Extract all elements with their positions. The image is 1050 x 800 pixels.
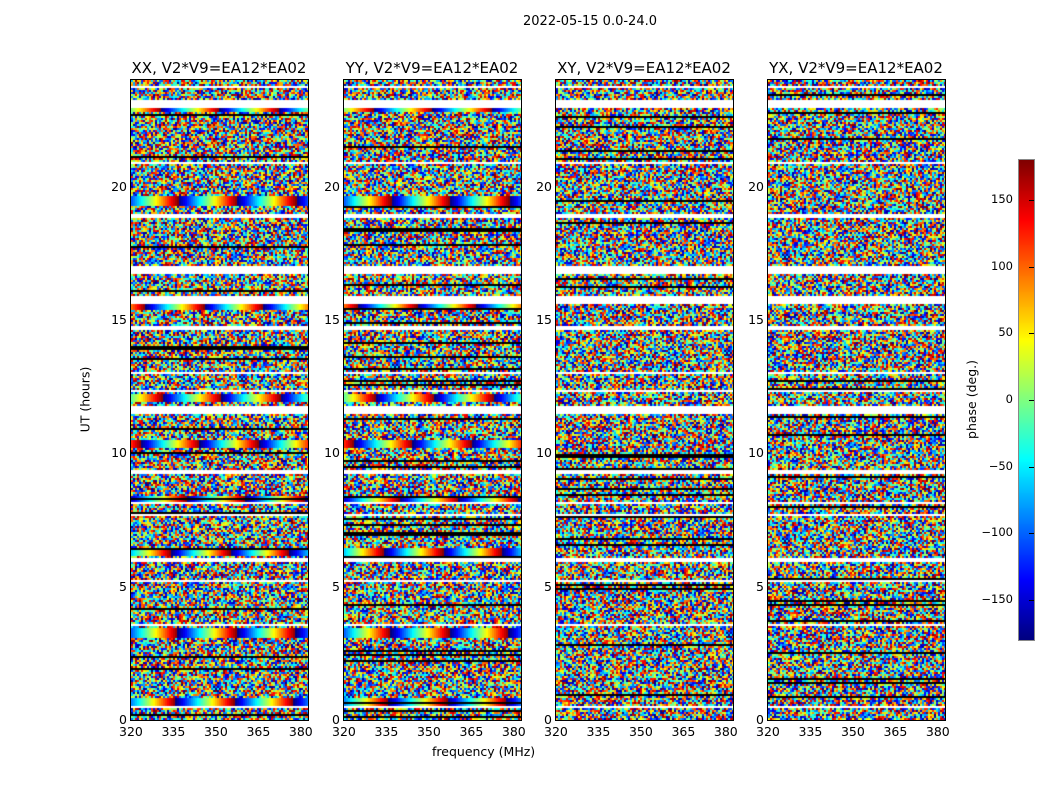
x-tick-label: 350 xyxy=(203,724,228,739)
colorbar-tick xyxy=(1029,466,1034,468)
y-tick-label: 20 xyxy=(111,178,127,194)
y-tick-label: 0 xyxy=(756,712,764,727)
colorbar-tick xyxy=(1029,600,1034,601)
x-tick-label: 380 xyxy=(501,724,526,739)
y-tick-label: 5 xyxy=(119,578,127,594)
panel-title: YY, V2*V9=EA12*EA02 xyxy=(345,59,519,77)
heatmap-panel xyxy=(344,80,521,720)
y-tick-label: 20 xyxy=(536,178,552,194)
colorbar-tick-label: 50 xyxy=(998,325,1013,340)
heatmap-panel xyxy=(768,80,945,720)
y-axis-label: UT (hours) xyxy=(77,366,93,433)
colorbar-tick-label: −150 xyxy=(981,592,1013,606)
panel-title: XX, V2*V9=EA12*EA02 xyxy=(131,59,307,77)
panel-title: XY, V2*V9=EA12*EA02 xyxy=(557,59,731,77)
y-tick-label: 5 xyxy=(544,578,552,594)
y-tick-label: 10 xyxy=(111,445,127,461)
colorbar-tick-label: −50 xyxy=(988,458,1013,473)
y-tick-label: 10 xyxy=(536,445,552,461)
y-tick-label: 10 xyxy=(324,445,340,461)
y-tick-label: 20 xyxy=(748,178,764,194)
x-tick-label: 350 xyxy=(416,724,441,739)
x-tick-label: 350 xyxy=(840,724,865,739)
x-tick-label: 335 xyxy=(798,724,823,739)
colorbar-tick xyxy=(1029,200,1034,201)
x-tick-label: 380 xyxy=(713,724,738,739)
heatmap-panel xyxy=(556,80,733,720)
x-tick-label: 365 xyxy=(671,724,696,739)
x-tick-label: 380 xyxy=(288,724,313,739)
x-axis-label: frequency (MHz) xyxy=(432,744,536,759)
y-tick-label: 10 xyxy=(748,445,764,461)
figure-title: 2022-05-15 0.0-24.0 xyxy=(523,14,657,29)
y-tick-label: 15 xyxy=(536,312,552,327)
y-tick-label: 0 xyxy=(544,712,552,727)
x-tick-label: 335 xyxy=(374,724,399,739)
y-tick-label: 15 xyxy=(111,312,127,327)
x-tick-label: 365 xyxy=(246,724,271,739)
x-tick-label: 365 xyxy=(459,724,484,739)
x-tick-label: 320 xyxy=(756,724,780,739)
y-tick-label: 0 xyxy=(332,712,340,727)
x-tick-label: 365 xyxy=(883,724,908,739)
colorbar-tick xyxy=(1029,266,1034,268)
y-tick-label: 0 xyxy=(119,712,127,727)
colorbar-tick-label: 100 xyxy=(991,258,1013,273)
heatmap-panel xyxy=(131,80,308,720)
colorbar-tick xyxy=(1029,533,1034,535)
x-tick-label: 350 xyxy=(628,724,653,739)
x-tick-label: 320 xyxy=(119,724,143,739)
colorbar-tick xyxy=(1029,333,1034,335)
x-tick-label: 380 xyxy=(925,724,950,739)
colorbar-tick-label: 150 xyxy=(991,192,1013,206)
y-tick-label: 5 xyxy=(332,578,340,594)
y-tick-label: 5 xyxy=(756,578,764,594)
x-tick-label: 335 xyxy=(586,724,611,739)
x-tick-label: 335 xyxy=(161,724,186,739)
colorbar-tick-label: −100 xyxy=(981,525,1013,540)
panel-title: YX, V2*V9=EA12*EA02 xyxy=(769,59,943,77)
x-tick-label: 320 xyxy=(332,724,356,739)
y-tick-label: 15 xyxy=(748,312,764,327)
colorbar xyxy=(1019,160,1034,640)
y-tick-label: 15 xyxy=(324,312,340,327)
x-tick-label: 320 xyxy=(544,724,568,739)
colorbar-tick xyxy=(1029,400,1034,401)
y-tick-label: 20 xyxy=(324,178,340,194)
colorbar-tick-label: 0 xyxy=(1005,392,1013,406)
